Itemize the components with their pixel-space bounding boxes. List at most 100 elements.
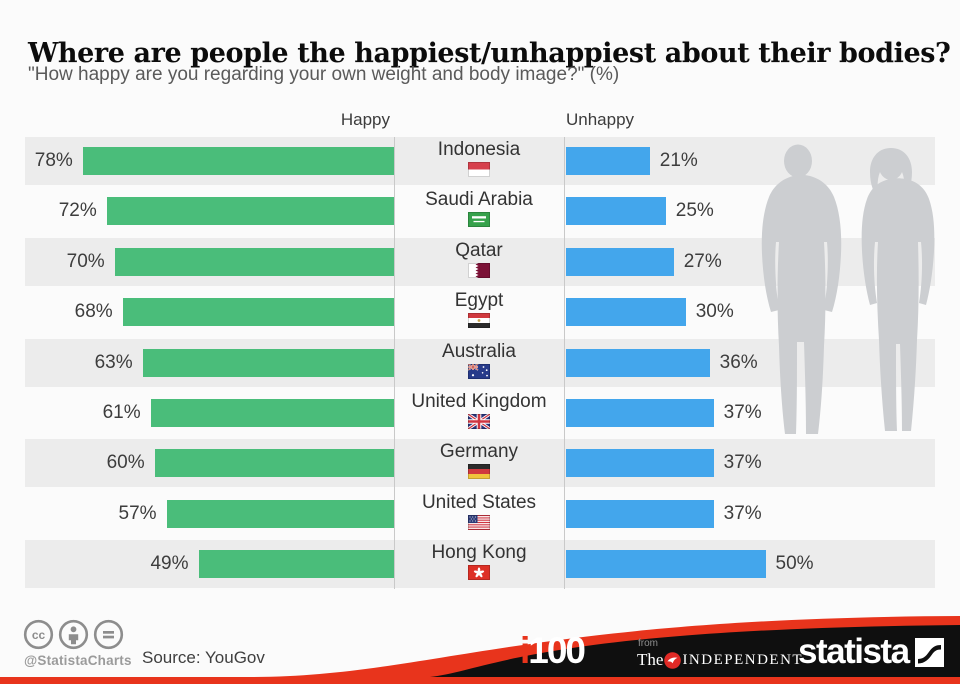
unhappy-bar [566, 298, 686, 327]
unhappy-value-label: 36% [719, 351, 758, 373]
flag-qa-icon [468, 262, 490, 278]
happy-bar [154, 449, 394, 478]
country-cell: Australia [394, 339, 564, 387]
country-cell: Indonesia [394, 137, 564, 185]
happy-cell: 49% [25, 540, 394, 588]
unhappy-value-label: 21% [659, 150, 698, 171]
happy-cell: 72% [25, 187, 394, 235]
subtitle: "How happy are you regarding your own we… [28, 64, 620, 85]
chart-area: 78% Indonesia 21% 72% Saudi Arabia 25% 70% Qata… [25, 137, 935, 592]
happy-cell: 60% [25, 439, 394, 487]
unhappy-cell: 30% [566, 288, 935, 336]
happy-value-label: 61% [102, 402, 141, 423]
page-title: Where are people the happiest/unhappiest… [28, 38, 951, 70]
flag-au-icon [467, 362, 490, 379]
happy-cell: 78% [25, 137, 394, 185]
country-cell: United Kingdom [394, 389, 564, 437]
chart-row: 61% United Kingdom 37% [25, 389, 935, 437]
i100-logo-i: i [520, 630, 530, 671]
unhappy-value-label: 27% [683, 250, 722, 272]
unhappy-bar [566, 197, 666, 226]
country-cell: Saudi Arabia [394, 187, 564, 235]
no-derivatives-icon [93, 619, 124, 650]
happy-bar [106, 197, 394, 226]
flag-id-icon [468, 162, 490, 177]
happy-column-header: Happy [340, 110, 390, 129]
happy-value-label: 49% [150, 553, 189, 575]
country-label: Australia [442, 340, 516, 362]
unhappy-column-header: Unhappy [566, 110, 635, 129]
statista-wordmark: statista [798, 632, 910, 671]
country-label: United Kingdom [411, 391, 547, 412]
unhappy-cell: 27% [566, 238, 935, 286]
unhappy-value-label: 50% [775, 553, 814, 575]
country-label: Saudi Arabia [425, 189, 533, 211]
license-icons: cc [23, 619, 124, 650]
country-cell: Germany [394, 439, 564, 487]
happy-value-label: 57% [118, 502, 157, 524]
flag-us-icon [468, 514, 490, 530]
independent-logo: from The INDEPENDENT [637, 638, 803, 670]
i100-logo: i100 [520, 630, 586, 671]
unhappy-cell: 21% [566, 137, 935, 185]
happy-value-label: 70% [66, 250, 105, 272]
happy-cell: 61% [25, 389, 394, 437]
happy-bar [114, 247, 394, 276]
country-label: Egypt [454, 290, 504, 312]
happy-value-label: 72% [58, 200, 97, 222]
country-cell: United States [394, 490, 564, 538]
from-label: from [638, 638, 658, 649]
happy-value-label: 63% [94, 351, 133, 373]
unhappy-value-label: 37% [723, 402, 762, 423]
independent-wordmark: INDEPENDENT [682, 651, 804, 668]
country-cell: Hong Kong [394, 540, 564, 588]
attribution-person-icon [58, 619, 89, 650]
independent-eagle-icon [664, 651, 682, 669]
unhappy-cell: 25% [566, 187, 935, 235]
happy-cell: 63% [25, 339, 394, 387]
unhappy-bar [566, 348, 710, 377]
chart-row: 57% United States 37% [25, 490, 935, 538]
happy-cell: 70% [25, 238, 394, 286]
statista-logo: statista [798, 633, 944, 671]
flag-sa-icon [468, 212, 490, 228]
chart-row: 49% Hong Kong 50% [25, 540, 935, 589]
unhappy-bar [566, 550, 766, 579]
unhappy-cell: 36% [566, 339, 935, 387]
happy-bar [82, 147, 394, 175]
center-divider-left [394, 137, 395, 589]
couple-silhouette-image [761, 144, 935, 434]
statista-logo-icon [914, 637, 944, 667]
center-divider-right [564, 137, 565, 589]
unhappy-bar [566, 399, 714, 427]
chart-row: 72% Saudi Arabia 25% [25, 187, 935, 235]
flag-de-icon [468, 464, 490, 480]
unhappy-value-label: 37% [723, 452, 762, 474]
footer-swoosh-graphic [0, 616, 960, 684]
happy-bar [166, 499, 394, 528]
cc-icon: cc [23, 619, 54, 650]
flag-hk-icon [468, 565, 490, 581]
happy-cell: 68% [25, 288, 394, 336]
country-label: Hong Kong [431, 542, 527, 564]
unhappy-bar [566, 247, 674, 276]
chart-row: 78% Indonesia 21% [25, 137, 935, 185]
happy-bar [122, 298, 394, 327]
flag-eg-icon [468, 313, 490, 329]
svg-text:cc: cc [32, 628, 46, 642]
unhappy-cell: 37% [566, 439, 935, 487]
happy-bar [150, 399, 394, 427]
unhappy-value-label: 30% [695, 301, 734, 323]
unhappy-bar [566, 499, 714, 528]
country-label: Germany [439, 441, 519, 463]
unhappy-cell: 37% [566, 389, 935, 437]
happy-value-label: 68% [74, 301, 113, 323]
happy-cell: 57% [25, 490, 394, 538]
unhappy-bar [566, 147, 650, 175]
independent-the: The [637, 650, 664, 669]
happy-value-label: 60% [106, 452, 145, 474]
unhappy-cell: 37% [566, 490, 935, 538]
unhappy-cell: 50% [566, 540, 935, 588]
happy-bar [142, 348, 394, 377]
statista-charts-handle: @StatistaCharts [24, 653, 132, 668]
